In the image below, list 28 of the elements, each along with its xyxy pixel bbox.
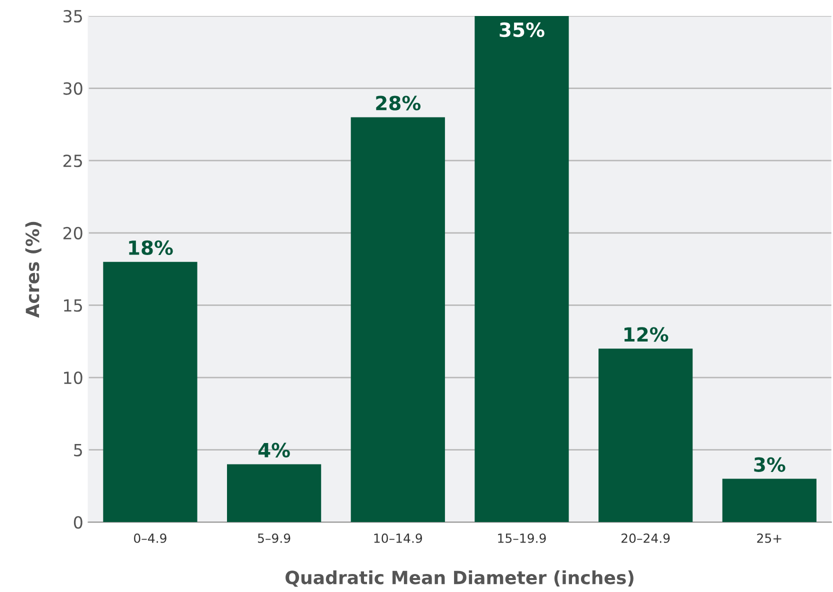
data-label: 4% [258,442,290,458]
x-tick-label: 20–24.9 [621,533,670,543]
data-label: 3% [754,457,786,472]
data-label: 28% [376,96,421,110]
bar [103,262,198,522]
y-tick-label: 10 [64,371,82,384]
x-tick-label: 10–14.9 [374,533,422,543]
x-axis-title: Quadratic Mean Diameter (inches) [286,570,634,587]
y-tick-label: 5 [74,444,82,456]
data-label: 12% [624,327,668,342]
data-label: 35% [500,22,544,38]
bar [350,117,445,522]
y-tick-label: 30 [64,82,82,95]
y-tick-label: 25 [63,154,82,168]
bar [722,478,816,522]
bar [598,348,693,522]
x-tick-label: 5–9.9 [258,533,290,543]
y-tick-label: 35 [64,10,82,23]
y-tick-label: 0 [74,516,82,529]
y-tick-label: 15 [64,299,82,312]
bar [474,16,569,522]
y-tick-label: 20 [63,226,82,240]
x-tick-label: 0–4.9 [134,533,166,543]
x-tick-label: 15–19.9 [498,533,546,543]
x-tick-label: 25+ [757,533,782,543]
bar [227,464,322,522]
data-label: 18% [129,240,173,256]
y-axis-title: Acres (%) [25,222,42,318]
